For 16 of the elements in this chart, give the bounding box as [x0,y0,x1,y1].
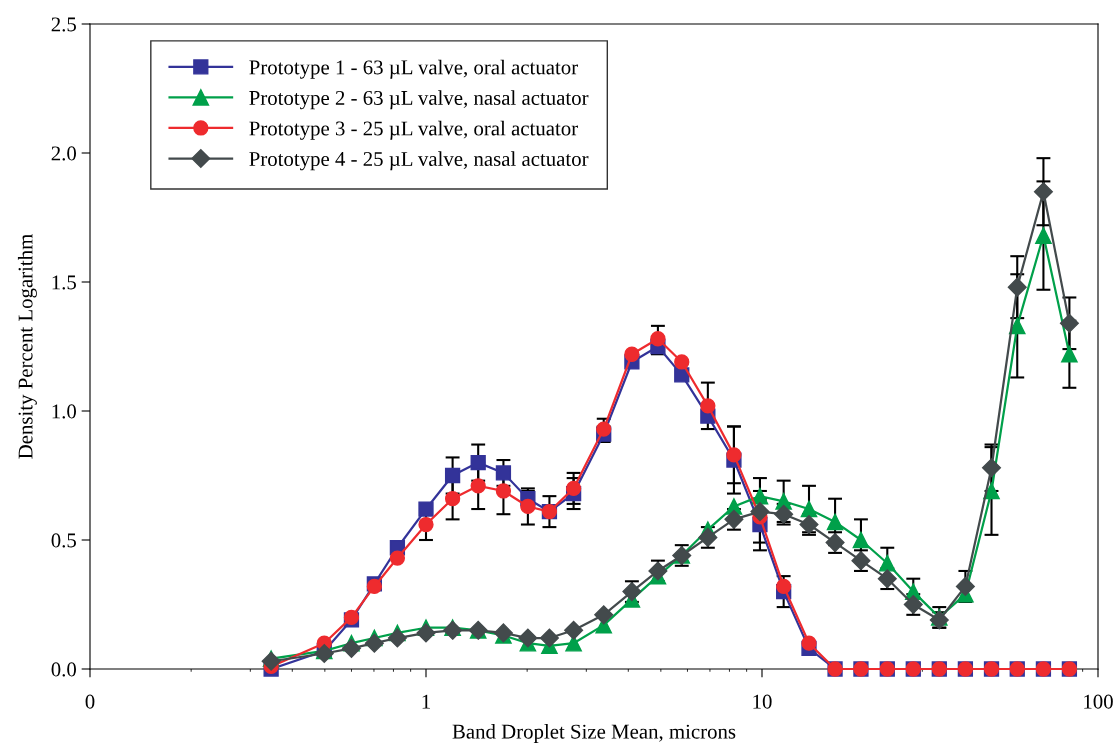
y-tick-label: 0.0 [51,662,77,677]
x-axis-title: Band Droplet Size Mean, microns [452,724,736,743]
x-tick-label: 10 [753,694,772,709]
legend-label: Prototype 1 - 63 µL valve, oral actuator [249,59,578,79]
x-tick-label: 1 [422,694,430,709]
legend-label: Prototype 3 - 25 µL valve, oral actuator [249,120,578,140]
y-tick-label: 2.0 [51,146,77,161]
y-axis-title: Density Percent Logarithm [17,234,37,459]
y-tick-label: 1.5 [52,275,76,290]
y-tick-label: 0.5 [51,533,76,548]
y-tick-label: 2.5 [51,17,76,32]
y-tick-label: 1.0 [52,404,77,419]
legend-label: Prototype 2 - 63 µL valve, nasal actuator [249,90,589,110]
legend-label: Prototype 4 - 25 µL valve, nasal actuator [249,151,589,171]
x-tick-label: 100 [1084,694,1113,709]
x-tick-label: 0 [85,694,95,709]
